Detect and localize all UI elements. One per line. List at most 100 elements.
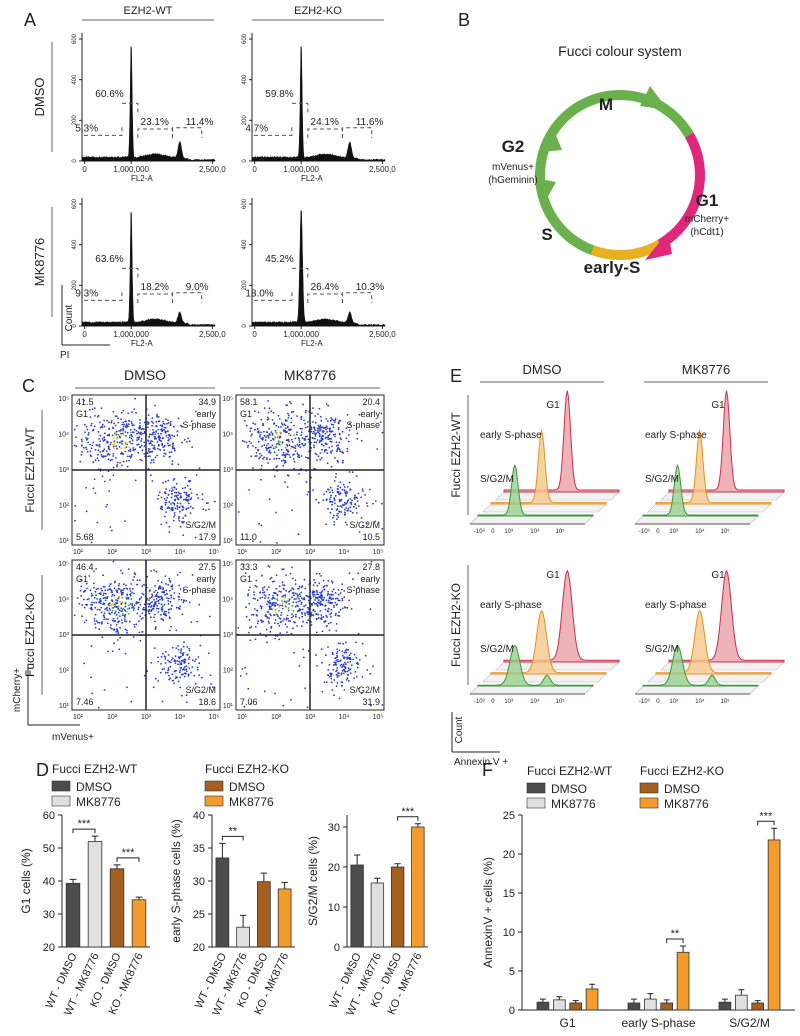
scatter-dot xyxy=(275,466,278,469)
scatter-dot xyxy=(124,431,127,433)
scatter-dot xyxy=(171,509,174,512)
scatter-dot xyxy=(88,575,91,577)
marker-label: (hCdt1) xyxy=(690,227,723,238)
scatter-dot xyxy=(176,676,179,679)
scatter-dot xyxy=(312,489,314,491)
scatter-dot xyxy=(155,598,158,600)
scatter-dot xyxy=(167,419,169,422)
scatter-dot xyxy=(275,446,278,449)
bar xyxy=(215,857,230,948)
scatter-dot xyxy=(260,437,263,440)
scatter-dot xyxy=(91,692,94,695)
x-tick-label: 0 xyxy=(656,529,660,535)
scatter-dot xyxy=(348,572,351,575)
scatter-dot xyxy=(319,600,322,603)
bar xyxy=(350,864,364,948)
scatter-dot xyxy=(317,617,320,619)
scatter-dot xyxy=(76,597,79,599)
scatter-dot xyxy=(178,506,181,509)
histogram xyxy=(251,45,386,162)
scatter-dot xyxy=(147,439,149,442)
scatter-dot xyxy=(163,613,165,616)
scatter-dot xyxy=(286,474,289,477)
scatter-dot xyxy=(168,597,170,600)
scatter-dot xyxy=(356,500,359,502)
scatter-dot xyxy=(103,603,106,605)
scatter-dot xyxy=(91,408,94,411)
scatter-dot xyxy=(85,603,87,606)
scatter-dot xyxy=(276,436,279,439)
scatter-dot xyxy=(364,654,367,657)
scatter-dot xyxy=(130,433,133,436)
scatter-dot xyxy=(331,601,334,604)
scatter-dot xyxy=(148,448,151,451)
scatter-dot xyxy=(131,588,134,590)
bar xyxy=(536,1001,550,1011)
scatter-dot xyxy=(365,522,368,525)
scatter-dot xyxy=(327,579,330,582)
scatter-dot xyxy=(301,443,304,445)
scatter-dot xyxy=(339,664,342,667)
scatter-dot xyxy=(374,520,377,523)
scatter-dot xyxy=(297,600,300,603)
scatter-dot xyxy=(325,449,328,451)
x-tick-label: 0 xyxy=(252,165,257,174)
scatter-dot xyxy=(191,659,194,662)
x-tick-label: 10³ xyxy=(669,529,678,535)
scatter-dot xyxy=(85,425,88,428)
scatter-dot xyxy=(164,432,167,434)
scatter-dot xyxy=(107,445,110,448)
scatter-dot xyxy=(92,461,95,464)
scatter-dot xyxy=(282,584,284,586)
scatter-dot xyxy=(176,496,178,498)
scatter-dot xyxy=(188,440,191,442)
scatter-dot xyxy=(376,448,379,450)
scatter-dot xyxy=(177,517,180,520)
scatter-dot xyxy=(170,451,173,453)
scatter-dot xyxy=(260,454,263,457)
scatter-dot xyxy=(274,435,276,438)
scatter-dot xyxy=(293,620,295,623)
scatter-dot xyxy=(93,596,96,599)
scatter-dot xyxy=(338,432,341,435)
scatter-dot xyxy=(138,598,141,601)
scatter-dot xyxy=(269,601,272,604)
y-tick-label: 0 xyxy=(72,324,78,328)
scatter-dot xyxy=(250,442,253,444)
scatter-dot xyxy=(280,614,282,616)
ridge xyxy=(668,390,785,493)
scatter-dot xyxy=(306,706,309,709)
scatter-dot xyxy=(152,461,155,464)
scatter-dot xyxy=(168,579,171,582)
y-tick-label: 30 xyxy=(193,876,205,888)
scatter-dot xyxy=(331,501,334,503)
scatter-dot xyxy=(341,504,344,506)
scatter-dot xyxy=(313,593,316,596)
scatter-dot xyxy=(83,399,85,402)
quadrant-label: S/G2/M xyxy=(349,520,380,530)
scatter-dot xyxy=(176,660,179,662)
scatter-dot xyxy=(333,521,336,523)
scatter-dot xyxy=(108,421,110,424)
scatter-dot xyxy=(260,607,263,610)
scatter-dot xyxy=(312,614,315,617)
scatter-dot xyxy=(114,620,117,622)
scatter-dot xyxy=(381,704,384,706)
scatter-dot xyxy=(209,615,211,618)
scatter-dot xyxy=(128,459,131,462)
scatter-dot xyxy=(319,434,321,436)
panel-label: E xyxy=(450,366,462,386)
scatter-dot xyxy=(331,597,334,600)
scatter-dot xyxy=(152,433,154,436)
scatter-dot xyxy=(274,431,277,434)
scatter-dot xyxy=(169,629,171,632)
scatter-dot xyxy=(116,465,118,468)
scatter-dot xyxy=(168,577,171,580)
scatter-dot xyxy=(344,606,347,609)
scatter-dot xyxy=(264,439,267,441)
scatter-dot xyxy=(159,586,162,589)
scatter-dot xyxy=(260,619,263,622)
scatter-dot xyxy=(257,430,260,433)
scatter-dot xyxy=(112,437,115,440)
scatter-dot xyxy=(125,584,127,587)
